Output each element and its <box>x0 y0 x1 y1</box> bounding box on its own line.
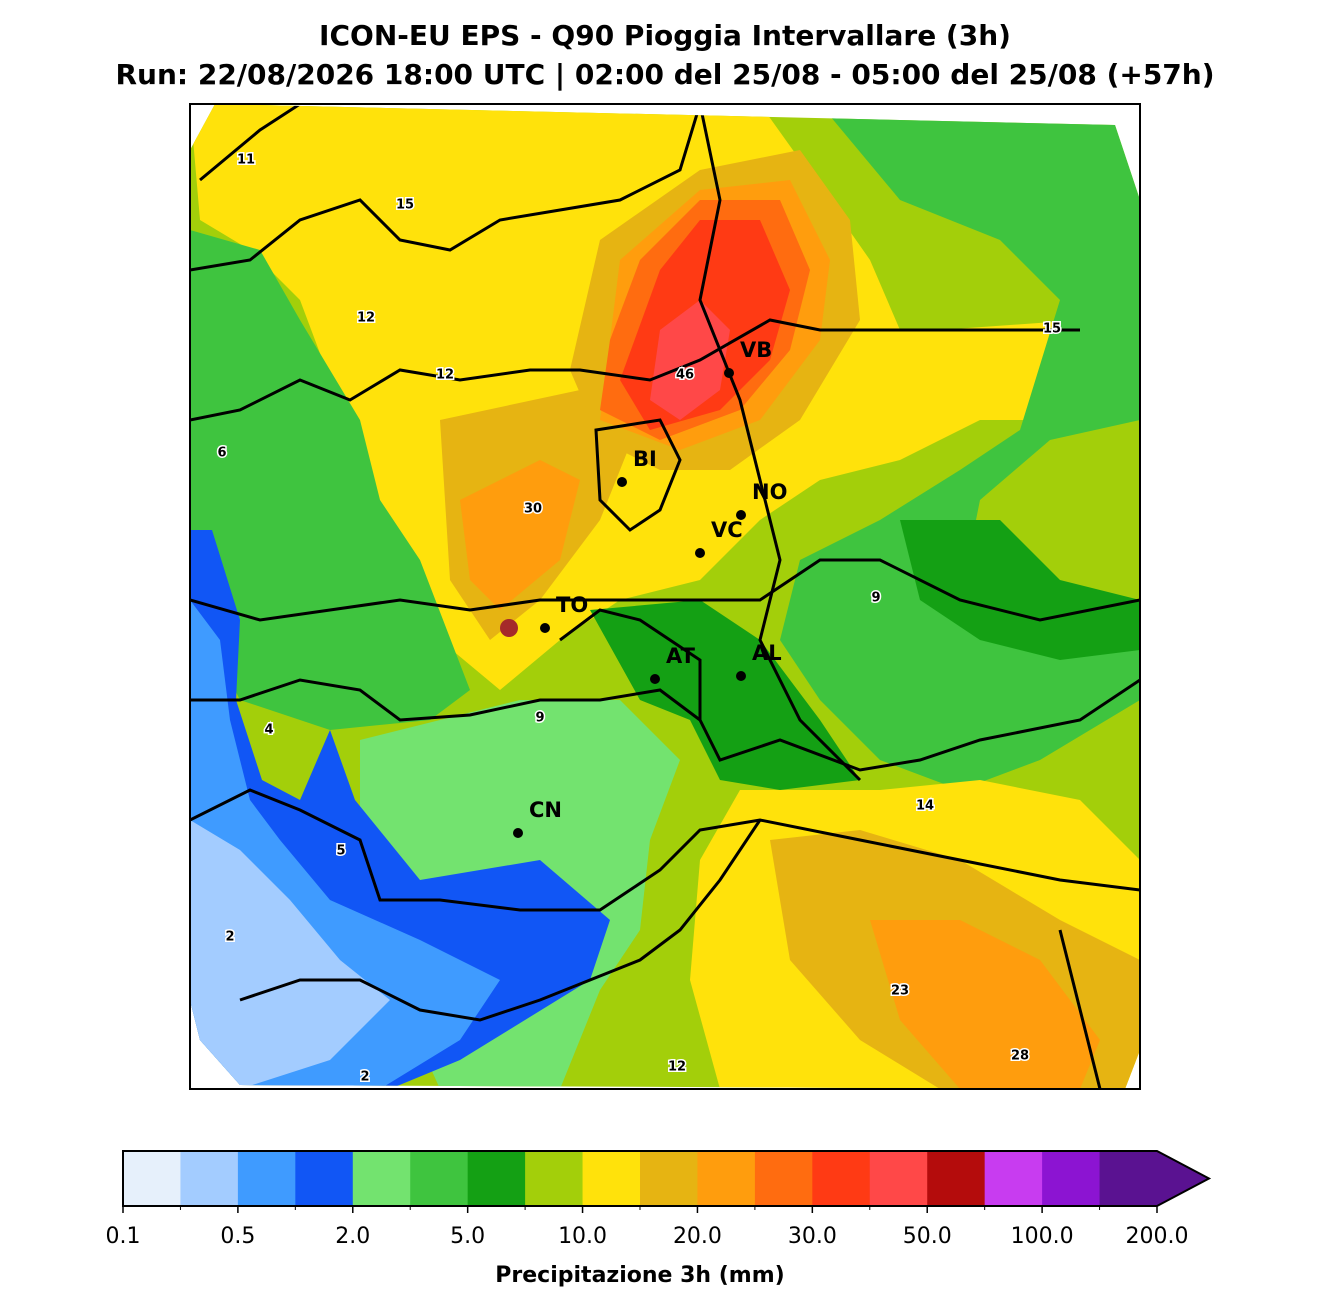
map-value-label: 30 <box>524 502 542 517</box>
colorbar-tick-label: 0.1 <box>106 1224 141 1249</box>
map-value-label: 12 <box>436 368 454 383</box>
colorbar-tick-label: 20.0 <box>673 1224 722 1249</box>
map-frame <box>189 103 1141 1090</box>
colorbar-extend <box>1099 1151 1209 1206</box>
city-dot <box>695 548 705 558</box>
colorbar-segment <box>467 1151 526 1206</box>
title: ICON-EU EPS - Q90 Pioggia Intervallare (… <box>319 19 1011 52</box>
map-value-label: 46 <box>676 368 694 383</box>
precip-field <box>190 104 1140 1089</box>
city-dot <box>617 477 627 487</box>
city-label: VB <box>740 338 772 362</box>
colorbar-segment <box>640 1151 698 1206</box>
colorbar-segment <box>237 1151 296 1206</box>
map-value-label: 2 <box>225 930 234 945</box>
colorbar-segment <box>697 1151 756 1206</box>
city-dot <box>736 510 746 520</box>
map-value-label: 12 <box>668 1060 686 1075</box>
colorbar-label: Precipitazione 3h (mm) <box>495 1263 784 1288</box>
city-label: BI <box>633 447 657 471</box>
city-label: AT <box>666 644 696 668</box>
colorbar-tick-label: 100.0 <box>1011 1224 1074 1249</box>
colorbar-segment <box>352 1151 411 1206</box>
map-value-label: 15 <box>396 198 414 213</box>
colorbar-segment <box>984 1151 1043 1206</box>
map-value-label: 2 <box>360 1070 369 1085</box>
colorbar-segment <box>754 1151 813 1206</box>
colorbar-segment <box>582 1151 641 1206</box>
map-value-label: 14 <box>916 799 934 814</box>
map-value-label: 6 <box>217 446 226 461</box>
colorbar-outline <box>122 1150 1212 1207</box>
colorbar-segment <box>123 1151 181 1206</box>
city-dot <box>736 671 746 681</box>
city-dot <box>540 623 550 633</box>
map-value-label: 28 <box>1011 1049 1029 1064</box>
city-label: VC <box>711 518 743 542</box>
colorbar-segment <box>410 1151 469 1206</box>
colorbar-tick-label: 50.0 <box>903 1224 952 1249</box>
map-value-label: 9 <box>871 591 880 606</box>
colorbar-tick-label: 0.5 <box>220 1224 255 1249</box>
city-dot <box>513 828 523 838</box>
map-value-label: 11 <box>237 153 255 168</box>
subtitle: Run: 22/08/2026 18:00 UTC | 02:00 del 25… <box>115 58 1214 91</box>
location-marker <box>500 619 518 637</box>
colorbar-tick-label: 5.0 <box>450 1224 485 1249</box>
city-dot <box>650 674 660 684</box>
colorbar-tick-label: 2.0 <box>335 1224 370 1249</box>
map-value-label: 23 <box>891 984 909 999</box>
colorbar-segment <box>525 1151 584 1206</box>
colorbar-tick-label: 200.0 <box>1126 1224 1189 1249</box>
map-value-label: 9 <box>535 711 544 726</box>
city-label: AL <box>752 641 782 665</box>
city-dot <box>724 368 734 378</box>
colorbar-segment <box>1042 1151 1101 1206</box>
colorbar-segment <box>180 1151 239 1206</box>
colorbar-segment <box>295 1151 354 1206</box>
colorbar-segment <box>812 1151 871 1206</box>
colorbar-segment <box>869 1151 928 1206</box>
city-label: NO <box>752 480 787 504</box>
map-value-label: 4 <box>264 723 273 738</box>
map-value-label: 5 <box>336 844 345 859</box>
city-label: TO <box>556 593 588 617</box>
colorbar-tick-label: 10.0 <box>558 1224 607 1249</box>
map-value-label: 15 <box>1043 322 1061 337</box>
colorbar-segment <box>927 1151 986 1206</box>
city-label: CN <box>529 798 562 822</box>
map-value-label: 12 <box>357 311 375 326</box>
colorbar-tick-label: 30.0 <box>788 1224 837 1249</box>
